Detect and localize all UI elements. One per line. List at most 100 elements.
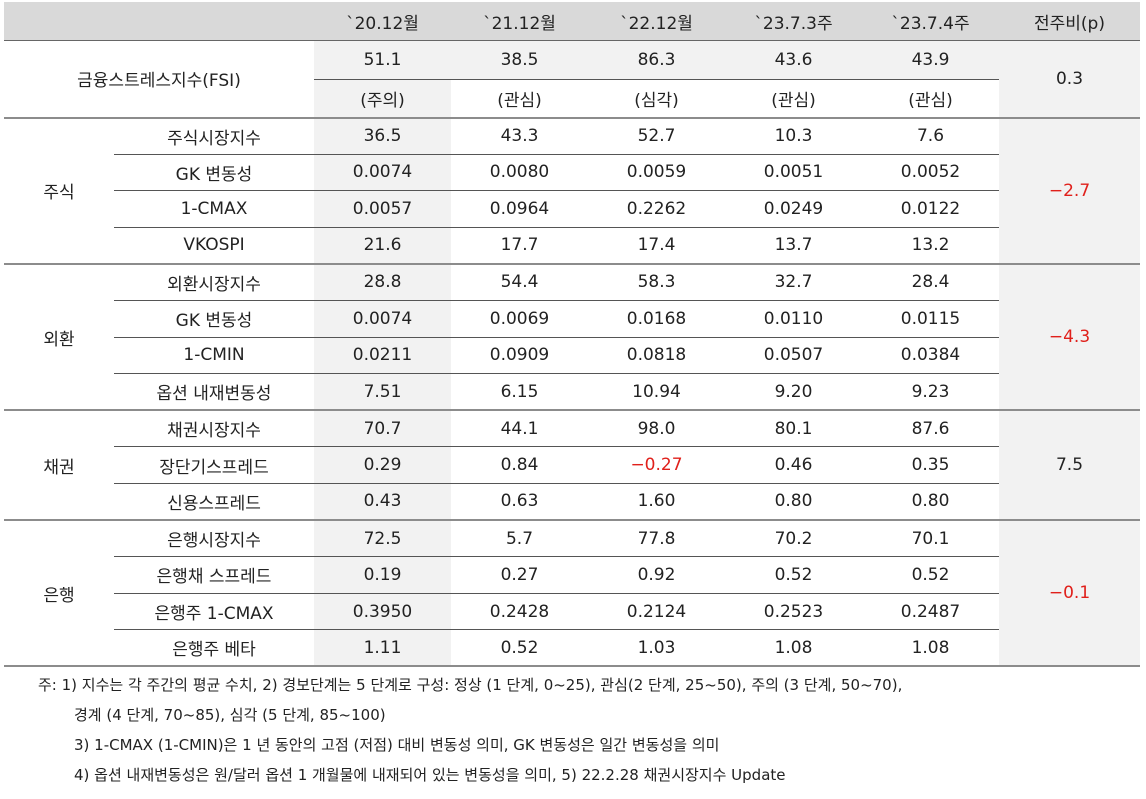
table-row: 신용스프레드 0.43 0.63 1.60 0.80 0.80 xyxy=(4,482,1140,521)
change-value: −4.3 xyxy=(999,262,1140,411)
table-row: GK 변동성 0.0074 0.0069 0.0168 0.0110 0.0115 xyxy=(4,299,1140,338)
column-header: `23.7.4주 xyxy=(862,2,999,41)
cell-value: 1.60 xyxy=(588,482,725,521)
cell-value: 0.35 xyxy=(862,446,999,484)
table-bottom xyxy=(314,665,451,669)
fsi-value: 43.6 xyxy=(725,40,862,79)
footnotes: 주: 1) 지수는 각 주간의 평균 수치, 2) 경보단계는 5 단계로 구성… xyxy=(38,670,902,790)
cell-value: 0.63 xyxy=(451,482,588,521)
cell-value: 10.3 xyxy=(725,116,862,155)
cell-value: 28.4 xyxy=(862,262,999,301)
cell-value: 0.0080 xyxy=(451,153,588,191)
column-header: `23.7.3주 xyxy=(725,2,862,41)
cell-value: 70.1 xyxy=(862,519,999,557)
cell-value: 0.29 xyxy=(314,446,451,484)
cell-value: 52.7 xyxy=(588,116,725,155)
row-label: GK 변동성 xyxy=(114,299,314,338)
fsi-level: (관심) xyxy=(725,78,862,118)
column-header: `21.12월 xyxy=(451,2,588,41)
cell-value: 0.0122 xyxy=(862,190,999,228)
table-bottom xyxy=(4,665,114,669)
cell-value: 1.08 xyxy=(725,629,862,667)
cell-value: 72.5 xyxy=(314,519,451,557)
table-row: 은행채 스프레드 0.19 0.27 0.92 0.52 0.52 xyxy=(4,556,1140,594)
cell-value: 0.0110 xyxy=(725,299,862,338)
cell-value: 70.7 xyxy=(314,409,451,447)
cell-value: 0.92 xyxy=(588,556,725,594)
table-bottom xyxy=(862,665,999,669)
cell-value: 0.0057 xyxy=(314,190,451,228)
cell-value: 0.0051 xyxy=(725,153,862,191)
cell-value: 0.80 xyxy=(725,482,862,521)
row-label: 장단기스프레드 xyxy=(114,446,314,484)
fsi-value: 51.1 xyxy=(314,40,451,79)
table-bottom xyxy=(725,665,862,669)
group-label: 은행 xyxy=(4,519,114,667)
table-row: GK 변동성 0.0074 0.0080 0.0059 0.0051 0.0052 xyxy=(4,153,1140,191)
table-row: VKOSPI 21.6 17.7 17.4 13.7 13.2 xyxy=(4,226,1140,264)
cell-value: 0.80 xyxy=(862,482,999,521)
cell-value: 0.2262 xyxy=(588,190,725,228)
cell-value: 0.0211 xyxy=(314,336,451,374)
cell-value: 98.0 xyxy=(588,409,725,447)
table-row: 은행주 1-CMAX 0.3950 0.2428 0.2124 0.2523 0.2487 xyxy=(4,592,1140,630)
cell-value: 0.0074 xyxy=(314,153,451,191)
row-label: 은행시장지수 xyxy=(114,519,314,557)
footnote: 경계 (4 단계, 70~85), 심각 (5 단계, 85~100) xyxy=(74,706,386,724)
cell-value: 7.51 xyxy=(314,373,451,411)
table-row: 옵션 내재변동성 7.51 6.15 10.94 9.20 9.23 xyxy=(4,373,1140,411)
cell-value: 0.2124 xyxy=(588,592,725,630)
table-row: 주식 주식시장지수 36.5 43.3 52.7 10.3 7.6 −2.7 xyxy=(4,116,1140,264)
cell-value: 0.0384 xyxy=(862,336,999,374)
fsi-value: 38.5 xyxy=(451,40,588,79)
row-label: GK 변동성 xyxy=(114,153,314,191)
cell-value: 6.15 xyxy=(451,373,588,411)
cell-value: 7.6 xyxy=(862,116,999,155)
column-header: 전주비(p) xyxy=(999,2,1140,41)
table-row: 장단기스프레드 0.29 0.84 −0.27 0.46 0.35 xyxy=(4,446,1140,484)
cell-value: 70.2 xyxy=(725,519,862,557)
cell-value: 0.27 xyxy=(451,556,588,594)
table-bottom xyxy=(999,665,1140,669)
cell-value: 87.6 xyxy=(862,409,999,447)
cell-value: 0.0909 xyxy=(451,336,588,374)
row-label: 은행주 베타 xyxy=(114,629,314,667)
table-row: 은행 은행시장지수 72.5 5.7 77.8 70.2 70.1 −0.1 xyxy=(4,519,1140,667)
row-label: 외환시장지수 xyxy=(114,262,314,301)
cell-value: 0.3950 xyxy=(314,592,451,630)
row-label: 1-CMAX xyxy=(114,190,314,228)
cell-value: 13.2 xyxy=(862,226,999,264)
cell-value: 0.46 xyxy=(725,446,862,484)
cell-value: 17.7 xyxy=(451,226,588,264)
cell-value: 0.52 xyxy=(862,556,999,594)
table-row: 1-CMIN 0.0211 0.0909 0.0818 0.0507 0.0384 xyxy=(4,336,1140,374)
cell-value: 77.8 xyxy=(588,519,725,557)
row-label: 신용스프레드 xyxy=(114,482,314,521)
cell-value: 54.4 xyxy=(451,262,588,301)
group-label: 주식 xyxy=(4,116,114,264)
row-label: VKOSPI xyxy=(114,226,314,264)
footnote: 4) 옵션 내재변동성은 원/달러 옵션 1 개월물에 내재되어 있는 변동성을… xyxy=(74,766,786,784)
table-bottom xyxy=(588,665,725,669)
cell-value: 9.20 xyxy=(725,373,862,411)
cell-value: 0.2487 xyxy=(862,592,999,630)
footnote: 주: 1) 지수는 각 주간의 평균 수치, 2) 경보단계는 5 단계로 구성… xyxy=(38,676,903,694)
group-label: 채권 xyxy=(4,409,114,521)
cell-value: 0.0964 xyxy=(451,190,588,228)
cell-value: 0.19 xyxy=(314,556,451,594)
cell-value: 5.7 xyxy=(451,519,588,557)
cell-value: 1.08 xyxy=(862,629,999,667)
cell-value: −0.27 xyxy=(588,446,725,484)
cell-value: 43.3 xyxy=(451,116,588,155)
cell-value: 0.0069 xyxy=(451,299,588,338)
fsi-table: `20.12월 `21.12월 `22.12월 `23.7.3주 `23.7.4주 전주비… xyxy=(4,2,1140,669)
cell-value: 28.8 xyxy=(314,262,451,301)
cell-value: 1.03 xyxy=(588,629,725,667)
row-label: 은행주 1-CMAX xyxy=(114,592,314,630)
cell-value: 58.3 xyxy=(588,262,725,301)
cell-value: 1.11 xyxy=(314,629,451,667)
cell-value: 13.7 xyxy=(725,226,862,264)
cell-value: 0.2428 xyxy=(451,592,588,630)
table-row: 채권 채권시장지수 70.7 44.1 98.0 80.1 87.6 7.5 xyxy=(4,409,1140,521)
